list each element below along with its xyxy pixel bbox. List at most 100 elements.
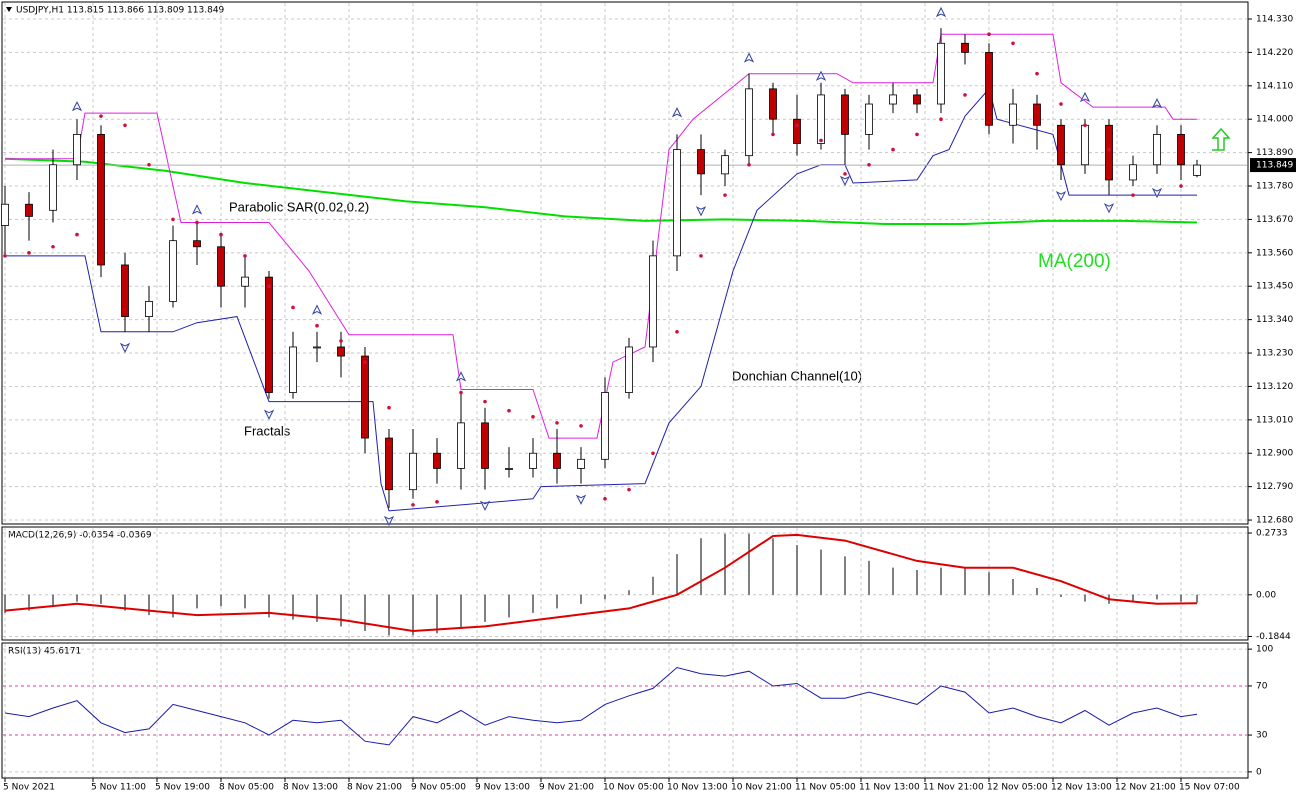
ma-line (4, 157, 1198, 225)
y-tick-label: 114.110 (1256, 81, 1293, 91)
candle-body (793, 118, 801, 144)
fractal-up (1079, 91, 1091, 103)
candle-body (409, 452, 417, 491)
y-tick-label: 114.000 (1256, 115, 1293, 125)
candle-body (673, 149, 681, 257)
sar-dot (483, 399, 487, 404)
sar-dot (435, 500, 439, 504)
candle-body (193, 240, 201, 248)
candle-body (49, 164, 57, 211)
fractal-up (743, 52, 755, 63)
sar-dot (99, 114, 103, 118)
last-price-label: 113.849 (1256, 161, 1293, 171)
sar-dot (147, 162, 151, 167)
sar-dot (219, 232, 223, 237)
sar-dot (387, 405, 391, 410)
sar-dot (579, 424, 583, 428)
x-tick-label: 11 Nov 05:00 (795, 783, 856, 793)
fractal-down (839, 175, 851, 186)
fractal-down (1055, 190, 1067, 202)
fractal-up (671, 107, 683, 118)
y-tick-label: 30 (1256, 731, 1268, 741)
sar-dot (3, 254, 7, 258)
candle-body (1153, 133, 1161, 166)
sar-dot (1107, 147, 1111, 152)
sar-dot (267, 284, 271, 289)
x-tick-label: 8 Nov 05:00 (219, 783, 274, 793)
candle-body (481, 422, 489, 469)
candle-body (1057, 124, 1065, 166)
candle-body (433, 452, 441, 469)
candle-body (337, 346, 345, 357)
signal-line (4, 533, 1198, 633)
y-tick-label: 100 (1256, 645, 1273, 655)
sar-dot (27, 251, 31, 255)
fractal-up (455, 371, 467, 382)
y-tick-label: 113.780 (1256, 182, 1293, 192)
sar-dot (987, 32, 991, 36)
candle-body (361, 355, 369, 439)
x-tick-label: 12 Nov 05:00 (987, 783, 1048, 793)
fractal-down (1103, 203, 1115, 214)
candle-body (217, 246, 225, 287)
x-tick-label: 9 Nov 21:00 (539, 783, 594, 793)
candle-body (649, 255, 657, 348)
candle-body (961, 42, 969, 53)
candle-body (1009, 103, 1017, 126)
x-tick-label: 15 Nov 07:00 (1179, 783, 1240, 793)
candle-body (169, 240, 177, 302)
candle-body (1, 203, 9, 226)
candle-body (865, 103, 873, 135)
y-tick-label: 112.900 (1256, 449, 1293, 459)
y-tick-label: 113.340 (1256, 315, 1293, 325)
x-tick-label: 11 Nov 13:00 (859, 783, 920, 793)
menu-triangle (6, 7, 12, 12)
buy-arrow (1211, 127, 1231, 151)
x-tick-label: 9 Nov 13:00 (475, 783, 530, 793)
sar-dot (1035, 71, 1039, 76)
fractal-up (191, 204, 203, 215)
fractal-up (71, 101, 83, 112)
sar-dot (603, 496, 607, 501)
y-tick-label: -0.1844 (1256, 632, 1291, 642)
sar-dot (1059, 102, 1063, 106)
candle-body (913, 94, 921, 105)
candle-body (1033, 103, 1041, 126)
y-tick-label: 113.450 (1256, 282, 1293, 292)
x-tick-label: 10 Nov 21:00 (731, 783, 792, 793)
fractal-down (119, 342, 131, 354)
y-tick-label: 113.010 (1256, 415, 1293, 425)
candle-body (1193, 164, 1201, 176)
sar-dot (75, 232, 79, 237)
sar-dot (651, 451, 655, 456)
sar-dot (939, 117, 943, 122)
fractal-up (311, 304, 323, 315)
y-tick-label: 112.790 (1256, 482, 1293, 492)
sar-dot (171, 217, 175, 222)
candle-body (721, 155, 729, 175)
fractal-down (479, 500, 491, 511)
candle-body (1105, 124, 1113, 181)
candle-body (313, 346, 321, 349)
donchian-upper (5, 33, 1197, 439)
sar-dot (51, 244, 55, 249)
y-tick-label: 113.230 (1256, 349, 1293, 359)
sar-dot (723, 193, 727, 197)
fractal-up (815, 70, 827, 81)
fractal-up (1151, 97, 1163, 109)
x-tick-label: 8 Nov 21:00 (347, 783, 402, 793)
candle-body (97, 133, 105, 266)
rsi-line (4, 666, 1198, 746)
sar-dot (795, 123, 799, 128)
rsi-title: RSI(13) 45.6171 (8, 647, 81, 657)
rsi-panel (1, 642, 1249, 779)
x-tick-label: 5 Nov 19:00 (155, 783, 210, 793)
sar-dot (123, 123, 127, 128)
candle-body (529, 452, 537, 469)
x-tick-label: 11 Nov 21:00 (923, 783, 984, 793)
sar-dot (363, 360, 367, 364)
y-tick-label: 113.120 (1256, 382, 1293, 392)
candle-body (985, 52, 993, 126)
x-tick-label: 9 Nov 05:00 (411, 783, 466, 793)
y-tick-label: 0 (1256, 767, 1262, 777)
